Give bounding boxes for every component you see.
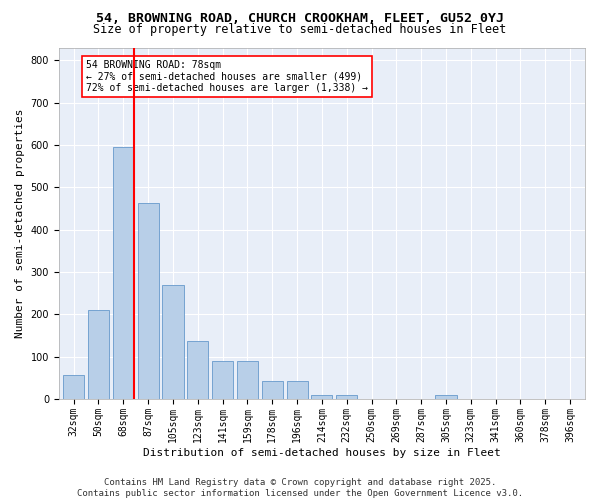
Bar: [287, 381, 308, 399]
Text: Contains HM Land Registry data © Crown copyright and database right 2025.
Contai: Contains HM Land Registry data © Crown c…: [77, 478, 523, 498]
Bar: [311, 395, 332, 399]
Bar: [137, 203, 158, 399]
Bar: [63, 375, 84, 399]
Text: Size of property relative to semi-detached houses in Fleet: Size of property relative to semi-detach…: [94, 22, 506, 36]
Bar: [262, 381, 283, 399]
Bar: [113, 147, 134, 399]
Text: 54, BROWNING ROAD, CHURCH CROOKHAM, FLEET, GU52 0YJ: 54, BROWNING ROAD, CHURCH CROOKHAM, FLEE…: [96, 12, 504, 26]
Bar: [88, 310, 109, 399]
Bar: [237, 361, 258, 399]
Bar: [187, 340, 208, 399]
Bar: [212, 361, 233, 399]
Text: 54 BROWNING ROAD: 78sqm
← 27% of semi-detached houses are smaller (499)
72% of s: 54 BROWNING ROAD: 78sqm ← 27% of semi-de…: [86, 60, 368, 94]
X-axis label: Distribution of semi-detached houses by size in Fleet: Distribution of semi-detached houses by …: [143, 448, 501, 458]
Y-axis label: Number of semi-detached properties: Number of semi-detached properties: [15, 108, 25, 338]
Bar: [163, 284, 184, 399]
Bar: [436, 395, 457, 399]
Bar: [336, 395, 357, 399]
